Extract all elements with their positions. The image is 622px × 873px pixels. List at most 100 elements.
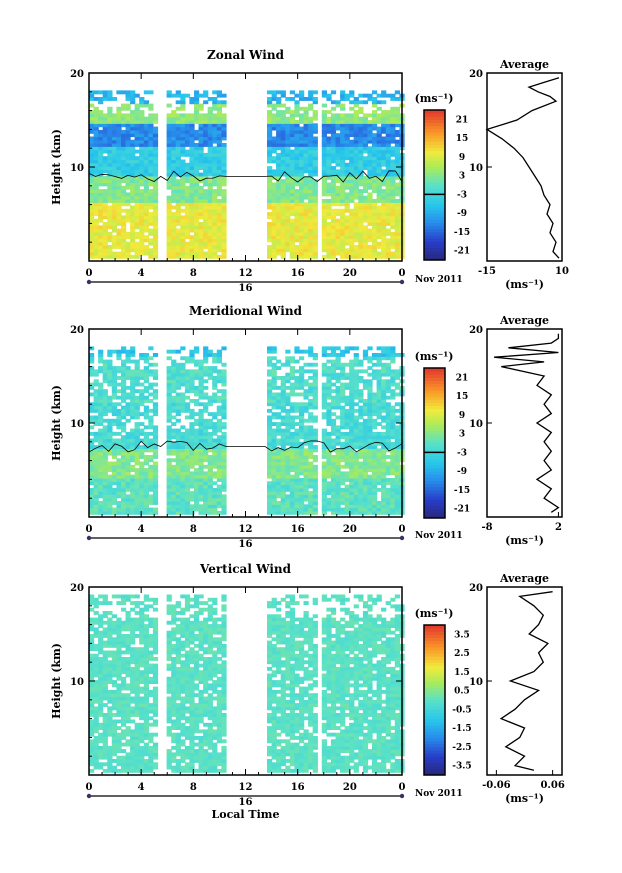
heatmap-cell bbox=[134, 139, 140, 144]
heatmap-cell bbox=[111, 418, 117, 423]
heatmap-cell bbox=[344, 418, 350, 423]
heatmap-cell bbox=[271, 189, 277, 193]
heatmap-cell bbox=[335, 497, 341, 502]
heatmap-cell bbox=[372, 392, 378, 397]
heatmap-cell bbox=[189, 422, 195, 426]
heatmap-cell bbox=[194, 192, 200, 197]
heatmap-cell bbox=[367, 136, 373, 141]
heatmap-cell bbox=[102, 372, 108, 377]
heatmap-cell bbox=[390, 507, 396, 512]
heatmap-cell bbox=[180, 106, 186, 111]
heatmap-cell bbox=[184, 212, 191, 216]
heatmap-cell bbox=[330, 120, 337, 124]
heatmap-cell bbox=[358, 110, 364, 114]
heatmap-cell bbox=[330, 189, 337, 193]
heatmap-cell bbox=[285, 110, 291, 114]
heatmap-cell bbox=[308, 218, 314, 223]
heatmap-cell bbox=[130, 129, 136, 134]
heatmap-cell bbox=[294, 435, 300, 440]
heatmap-cell bbox=[271, 116, 277, 121]
heatmap-cell bbox=[98, 491, 104, 495]
heatmap-cell bbox=[134, 241, 140, 246]
heatmap-cell bbox=[107, 425, 113, 430]
heatmap-cell bbox=[344, 474, 350, 479]
heatmap-cell bbox=[271, 185, 277, 190]
heatmap-cell bbox=[289, 402, 295, 407]
heatmap-cell bbox=[98, 110, 104, 114]
heatmap-cell bbox=[102, 392, 108, 397]
heatmap-cell bbox=[107, 372, 113, 377]
heatmap-cell bbox=[326, 471, 332, 476]
heatmap-cell bbox=[362, 126, 369, 131]
heatmap-cell bbox=[276, 487, 282, 492]
heatmap-cell bbox=[271, 501, 277, 505]
heatmap-cell bbox=[394, 205, 400, 210]
heatmap-cell bbox=[148, 179, 154, 184]
heatmap-cell bbox=[189, 408, 195, 413]
heatmap-cell bbox=[335, 231, 341, 236]
heatmap-cell bbox=[171, 129, 177, 134]
heatmap-cell bbox=[212, 195, 218, 200]
heatmap-cell bbox=[367, 402, 373, 407]
heatmap-cell bbox=[303, 431, 309, 436]
heatmap-cell bbox=[340, 93, 346, 98]
heatmap-cell bbox=[326, 182, 332, 187]
heatmap-cell bbox=[111, 202, 117, 207]
heatmap-cell bbox=[180, 202, 186, 207]
heatmap-cell bbox=[362, 435, 369, 440]
heatmap-cell bbox=[289, 218, 295, 223]
heatmap-cell bbox=[152, 402, 159, 407]
heatmap-cell bbox=[93, 225, 99, 230]
heatmap-cell bbox=[358, 474, 364, 479]
heatmap-cell bbox=[267, 359, 273, 364]
heatmap-cell bbox=[299, 90, 305, 95]
heatmap-cell bbox=[344, 399, 350, 403]
heatmap-cell bbox=[362, 245, 369, 249]
heatmap-cell bbox=[216, 478, 222, 482]
heatmap-cell bbox=[221, 215, 227, 220]
heatmap-cell bbox=[376, 441, 382, 446]
heatmap-cell bbox=[184, 474, 191, 479]
heatmap-cell bbox=[130, 212, 136, 216]
heatmap-cell bbox=[362, 175, 369, 180]
heatmap-cell bbox=[175, 507, 181, 512]
heatmap-cell bbox=[166, 126, 172, 131]
heatmap-cell bbox=[376, 408, 382, 413]
heatmap-cell bbox=[289, 494, 295, 499]
heatmap-cell bbox=[330, 136, 337, 141]
heatmap-cell bbox=[294, 192, 300, 197]
heatmap-cell bbox=[194, 97, 200, 101]
heatmap-cell bbox=[184, 149, 191, 154]
heatmap-cell bbox=[180, 484, 186, 489]
heatmap-cell bbox=[143, 494, 149, 499]
heatmap-cell bbox=[212, 192, 218, 197]
heatmap-cell bbox=[326, 402, 332, 407]
heatmap-cell bbox=[376, 451, 382, 456]
heatmap-cell bbox=[221, 189, 227, 193]
heatmap-cell bbox=[207, 248, 213, 253]
heatmap-cell bbox=[303, 179, 309, 184]
heatmap-cell bbox=[102, 412, 108, 417]
heatmap-cell bbox=[344, 169, 350, 174]
heatmap-cell bbox=[134, 412, 140, 417]
heatmap-cell bbox=[175, 185, 181, 190]
heatmap-cell bbox=[294, 484, 300, 489]
heatmap-cell bbox=[93, 382, 99, 387]
heatmap-cell bbox=[212, 149, 218, 154]
heatmap-cell bbox=[102, 182, 108, 187]
heatmap-cell bbox=[372, 494, 378, 499]
heatmap-cell bbox=[171, 123, 177, 128]
heatmap-cell bbox=[299, 248, 305, 253]
heatmap-cell bbox=[134, 235, 140, 240]
heatmap-cell bbox=[125, 169, 131, 174]
heatmap-cell bbox=[276, 448, 282, 453]
heatmap-cell bbox=[130, 484, 136, 489]
heatmap-cell bbox=[330, 113, 337, 118]
heatmap-cell bbox=[198, 474, 204, 479]
heatmap-cell bbox=[194, 120, 200, 124]
heatmap-cell bbox=[394, 491, 400, 495]
heatmap-cell bbox=[330, 481, 337, 486]
heatmap-cell bbox=[207, 491, 213, 495]
heatmap-cell bbox=[111, 152, 117, 157]
heatmap-cell bbox=[358, 504, 364, 509]
